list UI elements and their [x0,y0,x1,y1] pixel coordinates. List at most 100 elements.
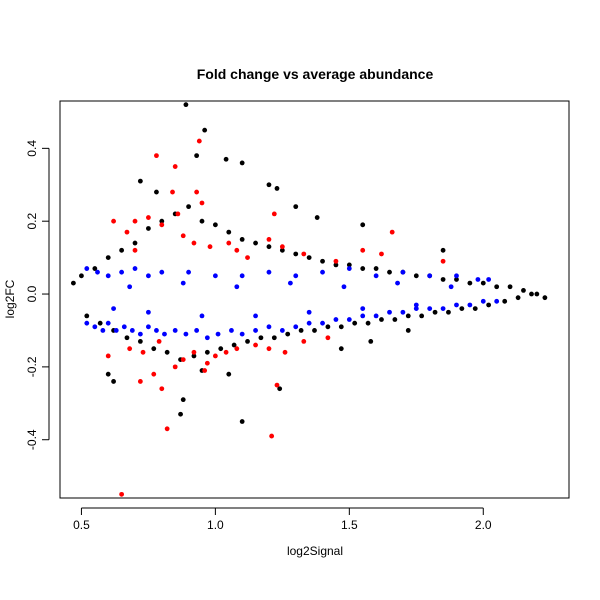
data-point [156,338,162,344]
data-point [92,324,98,330]
data-point [266,244,272,250]
data-point [172,328,178,333]
data-point [368,338,374,344]
data-point [119,269,125,275]
data-point [333,317,339,322]
data-point [154,328,159,333]
data-point [172,364,178,370]
data-point [151,371,157,377]
data-point [194,189,200,195]
data-point [124,229,130,235]
data-point [373,266,379,271]
data-point [325,335,331,341]
data-point [180,397,186,403]
data-point [269,433,275,439]
data-point [400,269,406,275]
data-point [467,302,473,308]
data-point [277,386,283,392]
data-point [360,247,366,253]
data-point [137,379,143,384]
data-point [162,331,167,337]
data-point [194,153,200,159]
data-point [105,320,111,326]
data-point [84,320,90,326]
data-point [472,306,478,312]
data-point [146,226,151,231]
data-point [306,320,312,326]
data-point [432,309,438,315]
data-point [196,138,202,144]
data-point [475,277,481,282]
data-point [301,251,307,257]
data-point [186,269,191,275]
data-point [405,328,411,333]
data-point [379,317,384,322]
data-point [180,280,186,286]
data-point [239,331,245,337]
data-point [226,371,232,377]
data-point [271,335,277,341]
data-point [199,200,205,206]
data-point [140,349,146,355]
data-point [207,244,213,250]
data-point [440,277,446,282]
data-point [253,240,258,246]
data-point [333,258,339,264]
data-point [154,189,159,195]
data-point [124,335,130,341]
data-point [427,273,433,279]
data-point [346,266,352,271]
data-point [137,338,143,344]
data-point [146,273,151,279]
data-point [129,328,135,333]
data-point [202,368,208,373]
data-point [338,324,344,330]
data-point [226,229,232,235]
data-point [529,291,534,297]
data-point [266,324,272,330]
y-tick-label: 0.0 [25,285,39,302]
y-tick-label: 0.2 [25,213,39,230]
data-point [333,262,339,268]
data-point [312,328,317,333]
data-point [234,346,240,352]
data-point [320,320,325,326]
data-point [164,426,170,432]
data-point [454,277,459,282]
data-point [486,302,492,308]
data-point [127,284,133,290]
data-point [279,328,285,333]
data-point [212,273,218,279]
series-1 [84,266,500,341]
data-point [341,284,347,290]
data-point [146,324,151,330]
data-point [239,419,245,424]
data-point [111,218,116,224]
data-point [279,244,285,250]
data-point [132,247,138,253]
data-point [170,189,175,195]
data-point [293,251,299,257]
data-point [413,273,419,279]
chart-title: Fold change vs average abundance [197,66,434,82]
data-point [223,156,229,162]
data-point [132,266,138,271]
data-point [387,309,392,315]
data-point [253,313,258,319]
data-point [105,371,111,377]
data-point [392,317,398,322]
data-point [215,331,221,337]
data-point [387,269,392,275]
x-tick-label: 0.5 [73,518,90,532]
data-point [70,280,76,286]
data-point [373,313,379,319]
data-point [400,309,406,315]
data-point [253,342,258,348]
data-point [395,280,400,286]
data-point [427,306,433,312]
y-axis: -0.4 -0.2 0.0 0.2 0.4 [25,140,50,450]
data-point [480,298,486,304]
data-point [137,178,143,184]
data-point [405,313,411,319]
